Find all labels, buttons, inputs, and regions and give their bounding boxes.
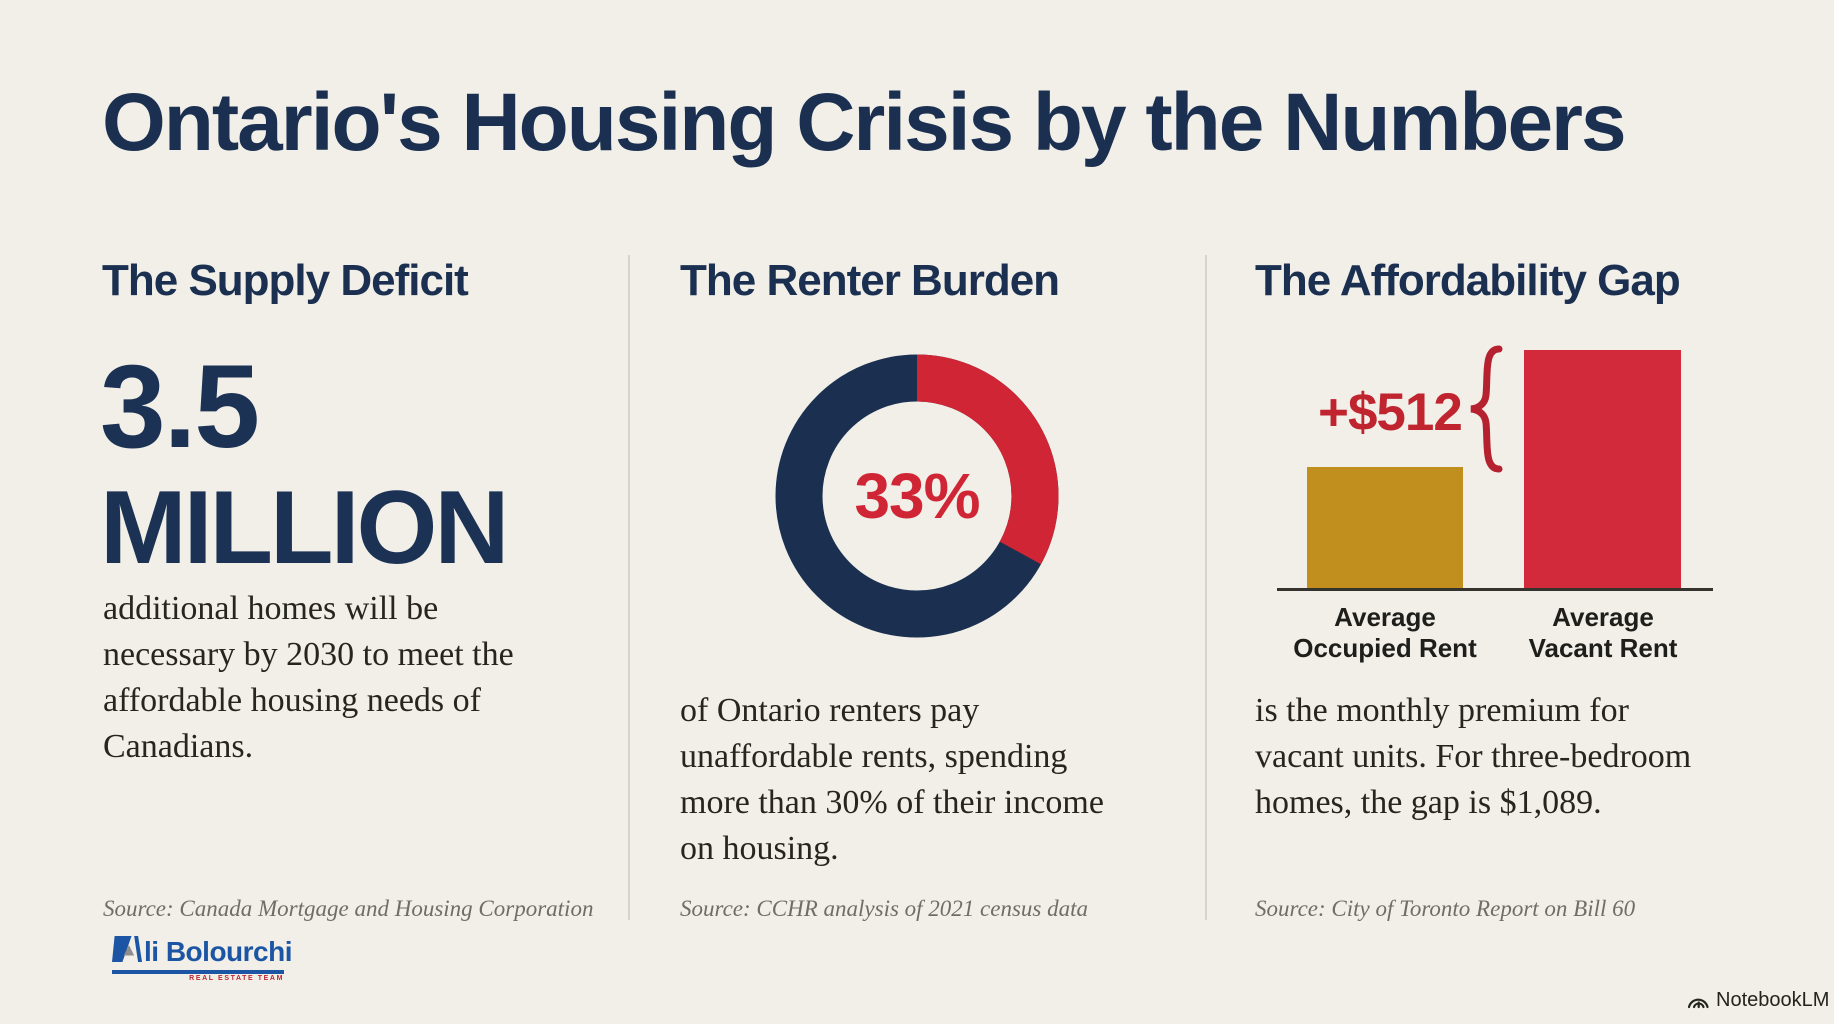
- rent-bar-chart: [1277, 350, 1713, 588]
- affordability-gap-source: Source: City of Toronto Report on Bill 6…: [1255, 896, 1636, 921]
- gap-annotation: +$512: [1318, 383, 1463, 442]
- affordability-gap-body: is the monthly premium for vacant units.…: [1255, 692, 1692, 821]
- renter-burden-donut-chart: [767, 346, 1067, 646]
- renter-burden-body: of Ontario renters pay unaffordable rent…: [680, 692, 1104, 867]
- renter-burden-source: Source: CCHR analysis of 2021 census dat…: [680, 896, 1089, 921]
- bar-label-vacant: Average Vacant Rent: [1498, 602, 1708, 664]
- bar-label-occupied: Average Occupied Rent: [1280, 602, 1490, 664]
- notebooklm-watermark: NotebookLM: [1686, 989, 1829, 1012]
- stat-million: MILLION: [100, 470, 509, 586]
- donut-center-label: 33%: [854, 460, 980, 532]
- affordability-gap-heading: The Affordability Gap: [1255, 256, 1681, 305]
- brace-icon: [1470, 345, 1503, 473]
- logo-underline: [112, 970, 284, 974]
- bar-average-occupied-rent: [1307, 467, 1463, 588]
- logo-subtext: REAL ESTATE TEAM: [189, 975, 284, 982]
- renter-burden-heading: The Renter Burden: [680, 256, 1060, 305]
- supply-deficit-heading: The Supply Deficit: [102, 256, 469, 305]
- bar-label-occupied-line1: Average: [1334, 602, 1436, 632]
- page-title: Ontario's Housing Crisis by the Numbers: [102, 77, 1627, 168]
- bar-label-occupied-line2: Occupied Rent: [1293, 633, 1477, 663]
- supply-deficit-stat: 3.5 MILLION: [100, 341, 509, 586]
- logo-a-mark-icon: [112, 935, 142, 963]
- gap-brace: [1462, 345, 1504, 478]
- logo-text: li Bolourchi: [144, 936, 293, 967]
- donut-svg: [775, 354, 1059, 638]
- notebooklm-icon: [1687, 998, 1709, 1009]
- supply-deficit-body: additional homes will be necessary by 20…: [103, 590, 514, 765]
- column-divider-2: [1205, 255, 1207, 920]
- stat-3-5: 3.5: [100, 341, 260, 473]
- supply-deficit-source: Source: Canada Mortgage and Housing Corp…: [103, 896, 594, 921]
- bar-label-vacant-line1: Average: [1552, 602, 1654, 632]
- bar-average-vacant-rent: [1524, 350, 1681, 588]
- column-divider-1: [628, 255, 630, 920]
- ali-bolourchi-logo: li Bolourchi REAL ESTATE TEAM: [112, 930, 293, 982]
- donut-arc-red: [775, 354, 1059, 638]
- notebooklm-label: NotebookLM: [1716, 989, 1830, 1011]
- bar-chart-baseline: [1277, 588, 1713, 591]
- bar-label-vacant-line2: Vacant Rent: [1528, 633, 1678, 663]
